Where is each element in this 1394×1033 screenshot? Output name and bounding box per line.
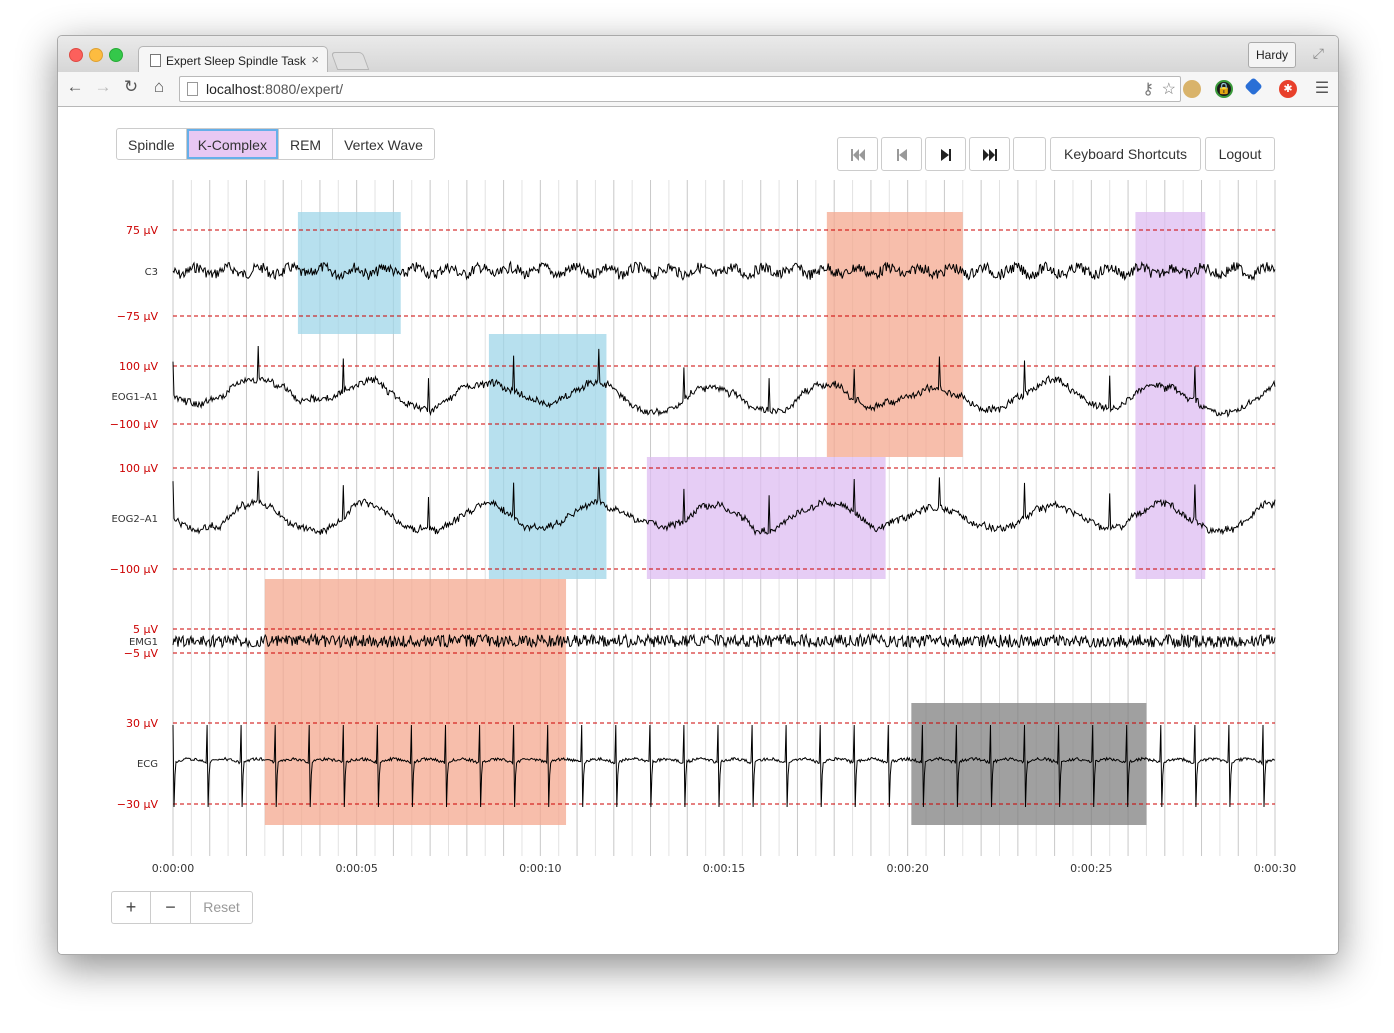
annotation-type-spindle[interactable]: Spindle bbox=[116, 128, 187, 160]
cookie-extension-icon[interactable] bbox=[1183, 80, 1201, 98]
upper-scale-label: 100 µV bbox=[119, 360, 158, 373]
time-tick-label: 0:00:15 bbox=[703, 862, 745, 875]
annotation-box bbox=[911, 703, 1147, 825]
channel-name-label: ECG bbox=[137, 759, 158, 770]
asterisk-extension-icon[interactable]: ✱ bbox=[1279, 80, 1297, 98]
upper-scale-label: 5 µV bbox=[133, 623, 158, 636]
annotation-type-vertex-wave[interactable]: Vertex Wave bbox=[332, 128, 435, 160]
browser-window: Expert Sleep Spindle Task × Hardy ⤢ ← → … bbox=[57, 35, 1339, 955]
key-icon[interactable]: ⚷ bbox=[1142, 81, 1154, 98]
window-maximize-button[interactable] bbox=[109, 48, 123, 62]
lower-scale-label: −75 µV bbox=[117, 310, 159, 323]
reload-icon[interactable]: ↻ bbox=[123, 77, 139, 96]
threshold-lines bbox=[173, 229, 1275, 805]
time-tick-label: 0:00:00 bbox=[152, 862, 194, 875]
url-text: localhost:8080/expert/ bbox=[206, 81, 343, 97]
signal-chart[interactable]: 75 µV −75 µV C3 100 µV −100 µV EOG1–A1 100 µV −… bbox=[58, 178, 1338, 888]
window-close-button[interactable] bbox=[69, 48, 83, 62]
blank-button[interactable] bbox=[1013, 137, 1046, 171]
time-tick-label: 0:00:20 bbox=[886, 862, 928, 875]
browser-tab[interactable]: Expert Sleep Spindle Task × bbox=[138, 46, 328, 74]
channel-name-label: C3 bbox=[145, 267, 158, 278]
menu-icon[interactable]: ☰ bbox=[1314, 80, 1330, 97]
channel-name-label: EOG2–A1 bbox=[111, 514, 158, 525]
lower-scale-label: −100 µV bbox=[110, 418, 159, 431]
upper-scale-label: 75 µV bbox=[126, 224, 158, 237]
upper-scale-label: 100 µV bbox=[119, 462, 158, 475]
annotation-type-rem[interactable]: REM bbox=[277, 128, 334, 160]
bookmark-star-icon[interactable]: ☆ bbox=[1161, 81, 1176, 98]
annotation-box bbox=[826, 212, 963, 457]
upper-scale-label: 30 µV bbox=[126, 717, 158, 730]
browser-toolbar: ← → ↻ ⌂ localhost:8080/expert/ ⚷ ☆ bbox=[58, 72, 1338, 107]
signal-trace bbox=[172, 260, 1276, 281]
time-tick-label: 0:00:05 bbox=[335, 862, 377, 875]
skip-forward-icon bbox=[982, 149, 997, 162]
annotation-box bbox=[297, 212, 401, 334]
annotation-boxes bbox=[264, 212, 1206, 825]
time-tick-label: 0:00:30 bbox=[1254, 862, 1296, 875]
annotation-type-k-complex[interactable]: K-Complex bbox=[185, 128, 279, 160]
annotation-type-group: Spindle K-Complex REM Vertex Wave bbox=[116, 128, 435, 160]
title-bar: Expert Sleep Spindle Task × Hardy ⤢ bbox=[58, 36, 1338, 74]
channel-name-label: EMG1 bbox=[129, 637, 158, 648]
new-tab-button[interactable] bbox=[330, 52, 370, 70]
signal-trace bbox=[172, 724, 1276, 808]
lower-scale-label: −5 µV bbox=[124, 647, 159, 660]
zoom-out-button[interactable]: − bbox=[150, 891, 191, 924]
zoom-in-button[interactable]: + bbox=[111, 891, 151, 924]
step-backward-icon bbox=[896, 149, 907, 162]
time-tick-label: 0:00:10 bbox=[519, 862, 561, 875]
tab-close-icon[interactable]: × bbox=[311, 52, 319, 67]
lower-scale-label: −100 µV bbox=[110, 563, 159, 576]
annotation-box bbox=[646, 457, 886, 579]
signal-traces bbox=[172, 260, 1276, 808]
step-forward-icon bbox=[940, 149, 951, 162]
time-axis: 0:00:00 0:00:05 0:00:10 0:00:15 0:00:20 0:00:… bbox=[152, 862, 1296, 875]
document-icon bbox=[150, 54, 161, 67]
window-minimize-button[interactable] bbox=[89, 48, 103, 62]
annotation-box bbox=[488, 334, 607, 579]
https-extension-icon[interactable]: 🔒 bbox=[1215, 80, 1233, 98]
tab-title: Expert Sleep Spindle Task bbox=[166, 54, 306, 68]
page-content: Spindle K-Complex REM Vertex Wave Keyboa… bbox=[58, 107, 1338, 954]
address-bar[interactable]: localhost:8080/expert/ ⚷ ☆ bbox=[179, 76, 1181, 102]
time-tick-label: 0:00:25 bbox=[1070, 862, 1112, 875]
keyboard-shortcuts-button[interactable]: Keyboard Shortcuts bbox=[1050, 137, 1201, 171]
signal-trace bbox=[172, 632, 1276, 649]
back-icon[interactable]: ← bbox=[66, 77, 84, 96]
fullscreen-icon[interactable]: ⤢ bbox=[1312, 45, 1324, 61]
reset-button[interactable]: Reset bbox=[190, 891, 253, 924]
forward-icon[interactable]: → bbox=[94, 77, 112, 96]
annotation-box bbox=[264, 579, 567, 825]
previous-page-button[interactable] bbox=[881, 137, 922, 171]
lower-scale-label: −30 µV bbox=[117, 798, 159, 811]
page-icon bbox=[187, 82, 198, 96]
channel-name-label: EOG1–A1 bbox=[111, 392, 158, 403]
signal-trace bbox=[172, 345, 1276, 418]
skip-backward-icon bbox=[850, 149, 865, 162]
next-page-button[interactable] bbox=[925, 137, 966, 171]
signal-trace bbox=[172, 467, 1276, 536]
logout-button[interactable]: Logout bbox=[1205, 137, 1275, 171]
home-icon[interactable]: ⌂ bbox=[153, 77, 165, 96]
last-page-button[interactable] bbox=[969, 137, 1010, 171]
channel-labels: 75 µV −75 µV C3 100 µV −100 µV EOG1–A1 100 µV −… bbox=[110, 224, 159, 811]
first-page-button[interactable] bbox=[837, 137, 878, 171]
profile-button[interactable]: Hardy bbox=[1248, 42, 1296, 68]
